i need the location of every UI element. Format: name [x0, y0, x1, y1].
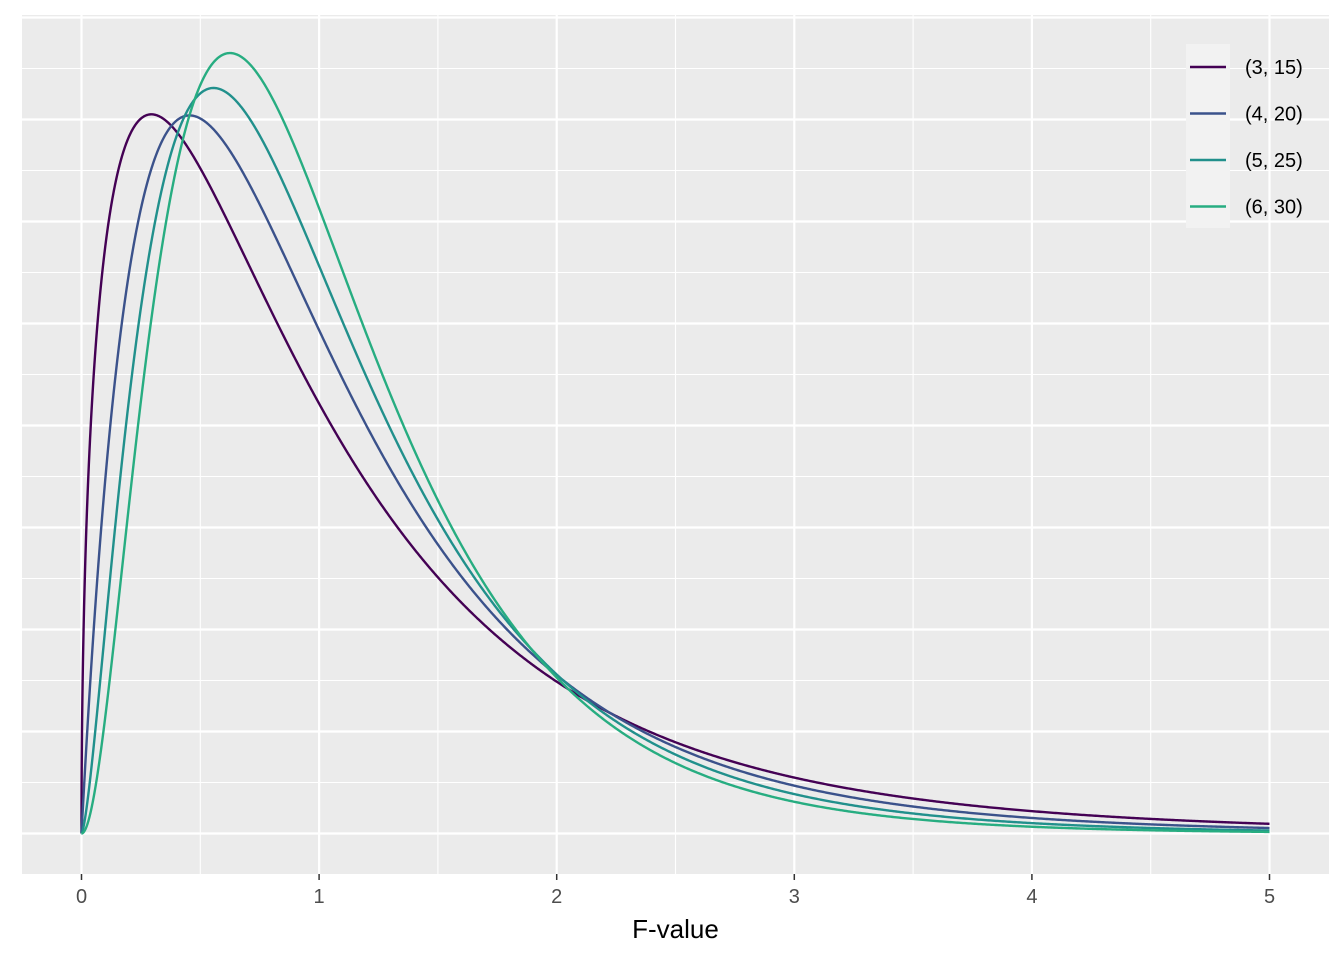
x-tick-label: 1	[314, 886, 325, 908]
series-line	[80, 51, 1270, 835]
minor-grid	[22, 15, 1329, 874]
x-tick-label: 2	[551, 886, 562, 908]
x-tick-label: 5	[1264, 886, 1275, 908]
series-line	[80, 114, 1270, 835]
x-tick-label: 4	[1026, 886, 1037, 908]
series-line	[80, 86, 1270, 835]
legend-label: (5, 25)	[1245, 150, 1303, 172]
x-tick-label: 3	[789, 886, 800, 908]
x-axis-ticks: 0 1 2 3 4 5	[76, 874, 1275, 908]
legend-label: (6, 30)	[1245, 197, 1303, 219]
major-grid	[22, 15, 1329, 874]
legend-label: (3, 15)	[1245, 57, 1303, 79]
series-lines	[80, 51, 1270, 835]
legend-background	[1186, 44, 1230, 228]
x-axis-title: F-value	[632, 914, 719, 944]
legend-label: (4, 20)	[1245, 104, 1303, 126]
series-line	[80, 113, 1270, 834]
legend: (3, 15) (4, 20) (5, 25) (6, 30)	[1186, 44, 1303, 228]
x-tick-label: 0	[76, 886, 87, 908]
